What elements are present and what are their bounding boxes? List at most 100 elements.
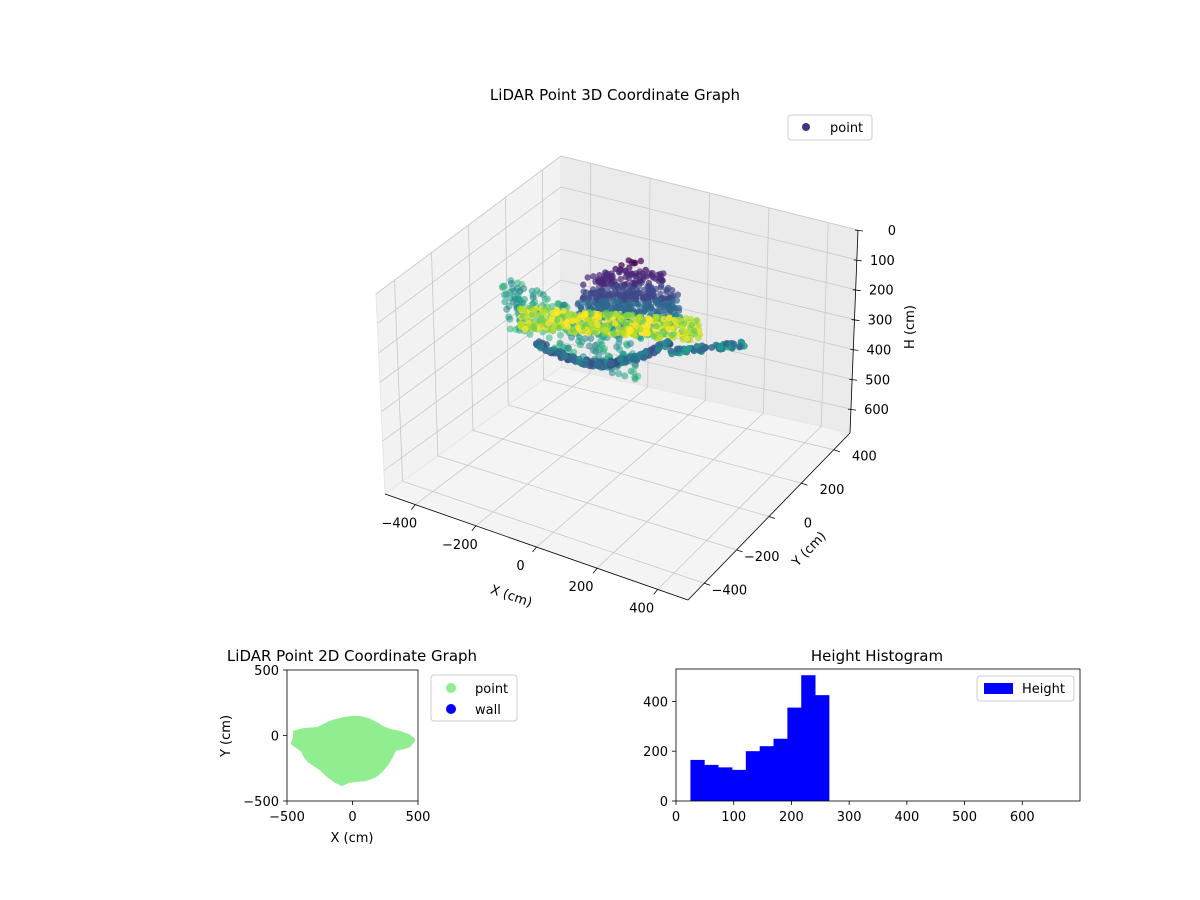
- point-3d: [602, 327, 610, 334]
- x-gridline-back: [762, 207, 770, 414]
- legend-2d: point wall: [430, 674, 518, 722]
- point-3d: [602, 297, 610, 305]
- histogram-bar: [731, 769, 747, 801]
- point-3d: [627, 340, 635, 348]
- point-3d: [690, 327, 698, 334]
- y-gridline-floor: [472, 430, 770, 517]
- histogram-title: Height Histogram: [811, 647, 943, 665]
- x-tick-mark: [653, 589, 659, 595]
- point-3d: [664, 301, 672, 309]
- point-3d: [521, 325, 529, 333]
- point-3d: [622, 267, 629, 275]
- legend-label-height: Height: [1022, 682, 1065, 697]
- point-3d: [506, 325, 514, 333]
- point-3d: [666, 314, 673, 322]
- y-tick-label-2d: 0: [271, 730, 279, 745]
- point-3d: [587, 359, 596, 367]
- x-tick-label-2d: 500: [406, 810, 431, 825]
- z-gridline-left: [379, 248, 562, 383]
- point-3d: [579, 294, 587, 301]
- y-tick-mark: [801, 482, 808, 486]
- point-3d: [593, 294, 600, 301]
- point-3d: [588, 310, 595, 317]
- point-3d: [645, 283, 652, 291]
- point-3d: [595, 314, 603, 321]
- y-tick-mark: [704, 582, 711, 586]
- x-tick-label: −200: [442, 538, 478, 553]
- z-tick-mark: [852, 289, 861, 292]
- x-tick-mark: [410, 504, 416, 510]
- point-3d: [567, 354, 575, 362]
- legend-label-point-2d: point: [475, 682, 508, 697]
- z-tick-label: 600: [864, 403, 889, 418]
- y-gridline-floor: [543, 379, 834, 451]
- point-3d: [501, 291, 509, 299]
- point-3d: [664, 337, 672, 346]
- point-3d: [584, 274, 591, 281]
- point-3d: [600, 345, 608, 353]
- point-3d: [588, 320, 595, 328]
- point-3d: [556, 324, 563, 332]
- point-3d: [693, 317, 700, 324]
- point-3d: [600, 280, 608, 287]
- x-gridline-back: [705, 192, 710, 401]
- z-tick-mark: [854, 229, 864, 232]
- y-tick-label-hist: 200: [643, 745, 668, 760]
- z-gridline-left: [383, 341, 562, 471]
- point-3d: [499, 284, 507, 292]
- point-3d: [594, 321, 601, 329]
- y-tick-label-2d: −500: [243, 795, 279, 810]
- legend-3d: point: [787, 114, 873, 141]
- histogram-bar: [759, 746, 774, 801]
- z-gridline-back: [560, 217, 856, 291]
- point-3d: [660, 315, 668, 323]
- chart-3d: LiDAR Point 3D Coordinate Graph −400 −200…: [375, 86, 918, 616]
- point-3d: [556, 331, 564, 339]
- point-3d: [585, 316, 592, 323]
- point-3d: [578, 338, 586, 346]
- point-3d: [547, 346, 555, 354]
- point-3d: [621, 372, 629, 380]
- point-3d: [650, 333, 657, 340]
- y-axis-label-2d: Y (cm): [219, 715, 234, 758]
- point-3d: [644, 292, 651, 299]
- point-3d: [646, 270, 653, 277]
- histogram-bars: [690, 675, 830, 801]
- legend-marker-height: [984, 683, 1013, 694]
- point-3d: [530, 323, 537, 330]
- point-3d: [615, 286, 623, 294]
- point-3d: [640, 353, 648, 362]
- point-3d: [623, 293, 630, 300]
- x-tick-mark: [532, 546, 537, 553]
- ticks-histogram: 0 100 200 300 400 500 600 0 200 400: [643, 695, 1035, 825]
- point-3d: [584, 303, 591, 310]
- z-tick-label: 0: [888, 224, 896, 239]
- point-3d: [625, 311, 633, 318]
- z-ticks-3d: 0 100 200 300 400 500 600: [847, 224, 896, 418]
- point-3d: [659, 328, 667, 335]
- point-3d: [559, 301, 567, 309]
- point-3d: [631, 362, 639, 370]
- point-3d: [695, 334, 702, 342]
- z-gridline-back: [560, 248, 855, 320]
- point-3d: [531, 306, 538, 314]
- point-3d: [636, 290, 643, 297]
- point-cloud-2d: [291, 716, 415, 786]
- z-tick-label: 200: [869, 284, 894, 299]
- point-3d: [665, 284, 672, 292]
- histogram-bar: [745, 751, 761, 801]
- x-tick-label: −400: [381, 517, 417, 532]
- point-3d: [605, 283, 613, 290]
- point-3d: [653, 323, 660, 330]
- point-3d: [596, 271, 603, 279]
- z-gridline-back: [560, 186, 857, 261]
- point-3d: [673, 297, 681, 304]
- point-3d: [595, 352, 603, 360]
- point-3d: [541, 308, 549, 316]
- z-axis-line: [849, 229, 859, 434]
- legend-marker-point: [802, 123, 810, 131]
- point-3d: [615, 339, 623, 347]
- point-cloud-3d: [498, 257, 748, 383]
- point-3d: [667, 307, 674, 314]
- point-3d: [637, 257, 645, 265]
